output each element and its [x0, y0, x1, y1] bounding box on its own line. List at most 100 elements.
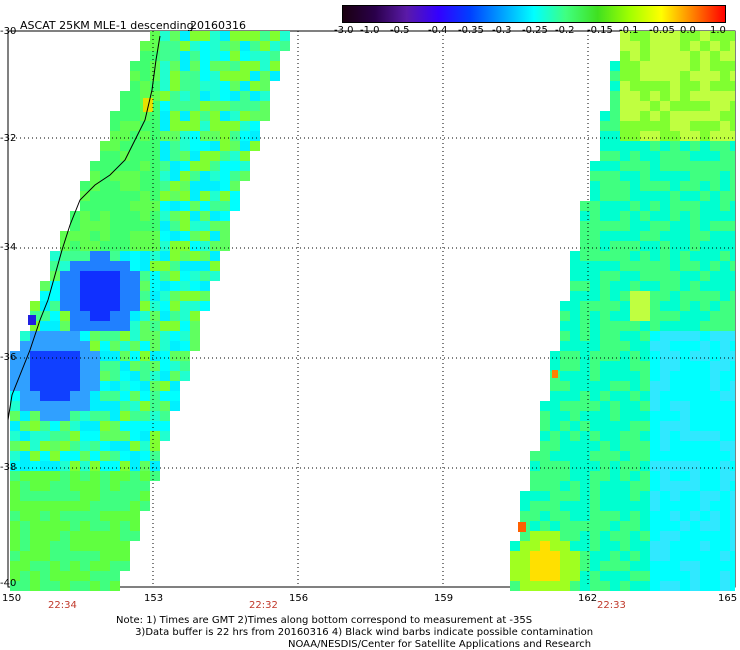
- data-cell: [180, 221, 190, 231]
- data-cell: [240, 141, 250, 151]
- data-cell: [10, 431, 20, 441]
- data-cell: [550, 541, 560, 551]
- data-cell: [210, 101, 220, 111]
- data-cell: [150, 471, 160, 481]
- data-cell: [170, 111, 180, 121]
- data-cell: [110, 281, 120, 291]
- data-cell: [28, 315, 36, 325]
- lon-tick: 156: [289, 593, 309, 604]
- data-cell: [650, 121, 660, 131]
- data-cell: [110, 381, 120, 391]
- data-cell: [140, 221, 150, 231]
- data-cell: [100, 341, 110, 351]
- data-cell: [660, 581, 670, 591]
- data-cell: [120, 371, 130, 381]
- data-cell: [170, 371, 180, 381]
- data-cell: [690, 121, 700, 131]
- data-cell: [620, 131, 630, 141]
- data-cell: [180, 351, 190, 361]
- data-cell: [680, 31, 690, 41]
- data-cell: [730, 521, 735, 531]
- data-cell: [600, 431, 610, 441]
- data-cell: [710, 201, 720, 211]
- data-cell: [50, 471, 60, 481]
- data-cell: [690, 391, 700, 401]
- data-cell: [210, 111, 220, 121]
- data-cell: [680, 71, 690, 81]
- data-cell: [40, 391, 50, 401]
- data-cell: [560, 391, 570, 401]
- data-cell: [120, 281, 130, 291]
- data-cell: [690, 331, 700, 341]
- data-cell: [590, 181, 600, 191]
- data-cell: [160, 61, 170, 71]
- data-cell: [700, 181, 710, 191]
- data-cell: [80, 421, 90, 431]
- data-cell: [640, 411, 650, 421]
- data-cell: [250, 71, 260, 81]
- data-cell: [720, 311, 730, 321]
- data-cell: [580, 311, 590, 321]
- data-cell: [270, 71, 280, 81]
- data-cell: [170, 221, 180, 231]
- data-cell: [730, 431, 735, 441]
- data-cell: [590, 191, 600, 201]
- data-cell: [640, 341, 650, 351]
- data-cell: [140, 291, 150, 301]
- data-cell: [210, 171, 220, 181]
- data-cell: [170, 241, 180, 251]
- data-cell: [170, 101, 180, 111]
- data-cell: [60, 531, 70, 541]
- data-cell: [100, 461, 110, 471]
- data-cell: [20, 521, 30, 531]
- data-cell: [600, 191, 610, 201]
- data-cell: [730, 351, 735, 361]
- data-cell: [140, 261, 150, 271]
- data-cell: [190, 221, 200, 231]
- data-cell: [180, 341, 190, 351]
- data-cell: [100, 161, 110, 171]
- data-cell: [650, 331, 660, 341]
- data-cell: [640, 481, 650, 491]
- coastline: [7, 35, 161, 421]
- data-cell: [610, 301, 620, 311]
- data-cell: [710, 561, 720, 571]
- data-cell: [640, 251, 650, 261]
- data-cell: [170, 351, 180, 361]
- data-cell: [60, 241, 70, 251]
- data-cell: [720, 481, 730, 491]
- data-cell: [730, 101, 735, 111]
- data-cell: [100, 301, 110, 311]
- data-cell: [210, 141, 220, 151]
- data-cell: [530, 481, 540, 491]
- data-cell: [670, 211, 680, 221]
- data-cell: [260, 61, 270, 71]
- data-cell: [110, 521, 120, 531]
- data-cell: [700, 381, 710, 391]
- data-cell: [690, 221, 700, 231]
- data-cell: [180, 241, 190, 251]
- data-cell: [590, 541, 600, 551]
- data-cell: [650, 501, 660, 511]
- data-cell: [730, 371, 735, 381]
- data-cell: [650, 491, 660, 501]
- data-cell: [100, 541, 110, 551]
- data-cell: [730, 191, 735, 201]
- data-cell: [160, 291, 170, 301]
- data-cell: [660, 551, 670, 561]
- data-cell: [70, 271, 80, 281]
- data-cell: [200, 231, 210, 241]
- data-cell: [700, 311, 710, 321]
- data-cell: [210, 91, 220, 101]
- data-cell: [100, 471, 110, 481]
- data-cell: [120, 91, 130, 101]
- data-cell: [250, 131, 260, 141]
- data-cell: [70, 311, 80, 321]
- data-cell: [180, 371, 190, 381]
- data-cell: [710, 311, 720, 321]
- data-cell: [680, 191, 690, 201]
- data-cell: [100, 321, 110, 331]
- data-cell: [230, 41, 240, 51]
- data-cell: [650, 171, 660, 181]
- data-cell: [250, 31, 260, 41]
